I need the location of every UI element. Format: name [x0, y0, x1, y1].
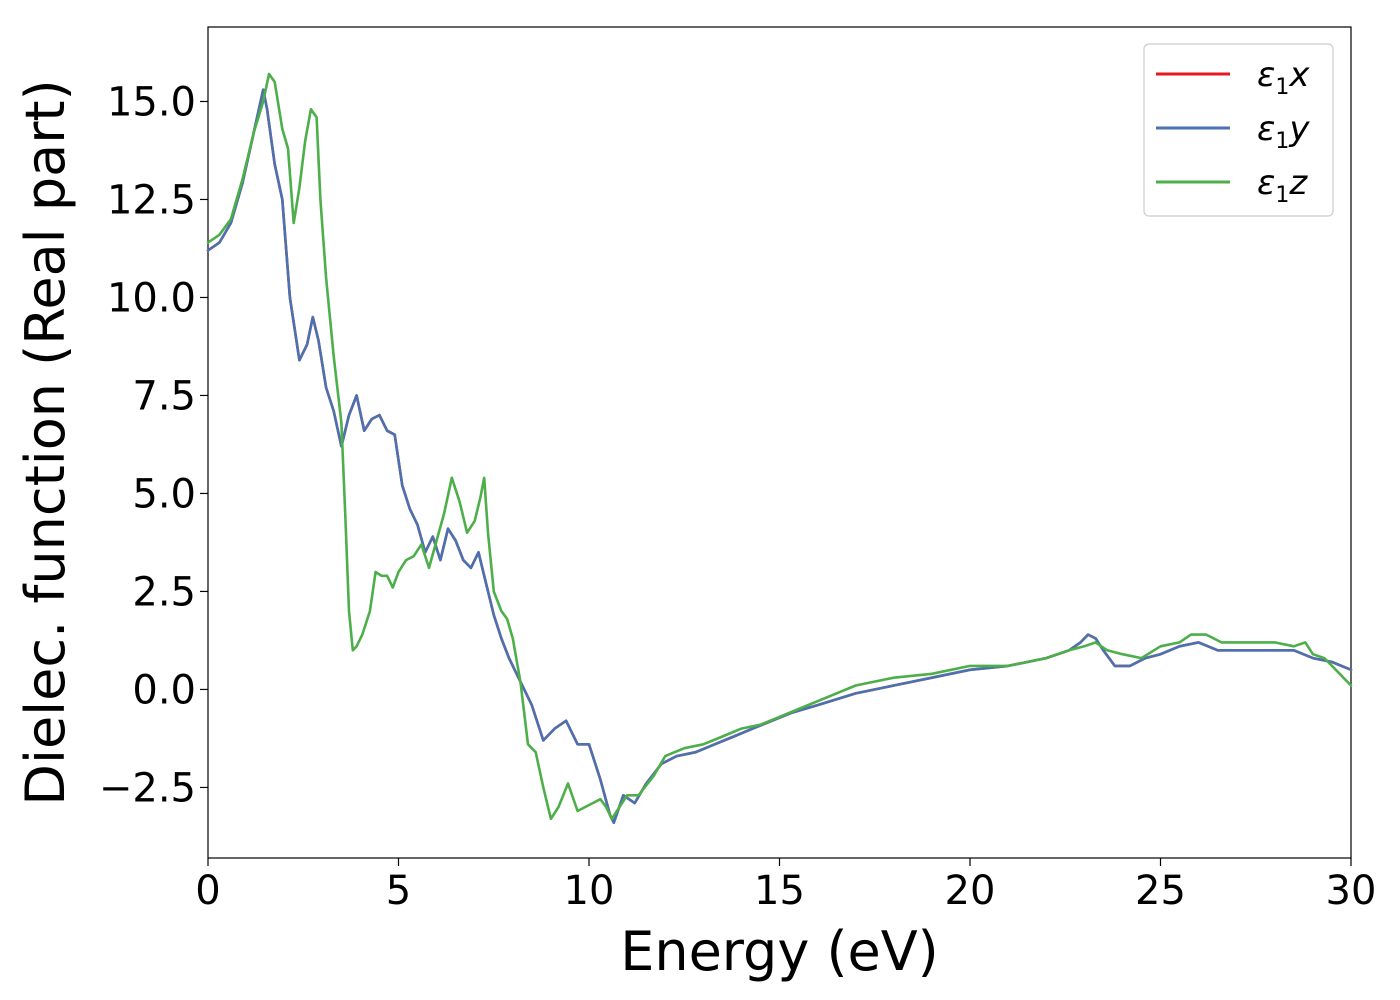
legend-label-base: ε: [1257, 163, 1275, 203]
x-tick-label: 10: [564, 868, 615, 914]
y-tick-label: 2.5: [132, 569, 196, 615]
x-tick-label: 5: [386, 868, 411, 914]
y-tick-label: 0.0: [132, 667, 196, 713]
x-tick-label: 20: [945, 868, 996, 914]
y-axis-title: Dielec. function (Real part): [14, 79, 77, 805]
y-tick-label: 5.0: [132, 471, 196, 517]
legend-label-z: ε1z: [1257, 163, 1308, 208]
legend-label-var: y: [1288, 109, 1310, 149]
series-layer: [206, 72, 1353, 825]
series-line-z: [206, 72, 1353, 821]
legend-label-subscript: 1: [1275, 183, 1289, 208]
legend-box: [1143, 43, 1334, 217]
legend-label-subscript: 1: [1275, 75, 1289, 100]
x-axis: 0 5 10 15 20 25 30: [195, 858, 1376, 914]
legend-label-var: z: [1288, 163, 1308, 203]
legend-label-y: ε1y: [1257, 109, 1310, 154]
x-tick-label: 30: [1326, 868, 1377, 914]
y-tick-label: −2.5: [99, 765, 196, 811]
y-tick-label: 12.5: [107, 177, 196, 223]
x-tick-label: 15: [754, 868, 805, 914]
legend-label-base: ε: [1257, 55, 1275, 95]
y-tick-label: 7.5: [132, 373, 196, 419]
legend-label-var: x: [1288, 55, 1310, 95]
x-tick-label: 25: [1135, 868, 1186, 914]
y-tick-label: 15.0: [107, 79, 196, 125]
legend-label-base: ε: [1257, 109, 1275, 149]
x-axis-title: Energy (eV): [620, 920, 939, 983]
y-axis: −2.5 0.0 2.5 5.0 7.5 10.0 12.5 15.0: [99, 79, 208, 811]
x-tick-label: 0: [195, 868, 220, 914]
legend-label-x: ε1x: [1257, 55, 1310, 100]
y-tick-label: 10.0: [107, 275, 196, 321]
legend-label-subscript: 1: [1275, 129, 1289, 154]
